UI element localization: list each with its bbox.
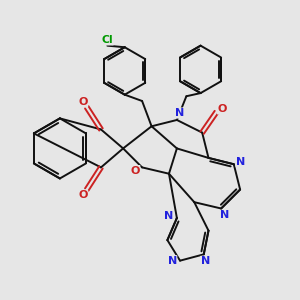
Text: N: N bbox=[164, 212, 174, 221]
Text: Cl: Cl bbox=[101, 35, 113, 45]
Text: N: N bbox=[236, 157, 245, 167]
Text: O: O bbox=[78, 97, 88, 106]
Text: O: O bbox=[130, 166, 140, 176]
Text: O: O bbox=[218, 104, 227, 114]
Text: N: N bbox=[167, 256, 177, 266]
Text: N: N bbox=[201, 256, 210, 266]
Text: N: N bbox=[220, 211, 229, 220]
Text: O: O bbox=[78, 190, 88, 200]
Text: N: N bbox=[176, 108, 185, 118]
